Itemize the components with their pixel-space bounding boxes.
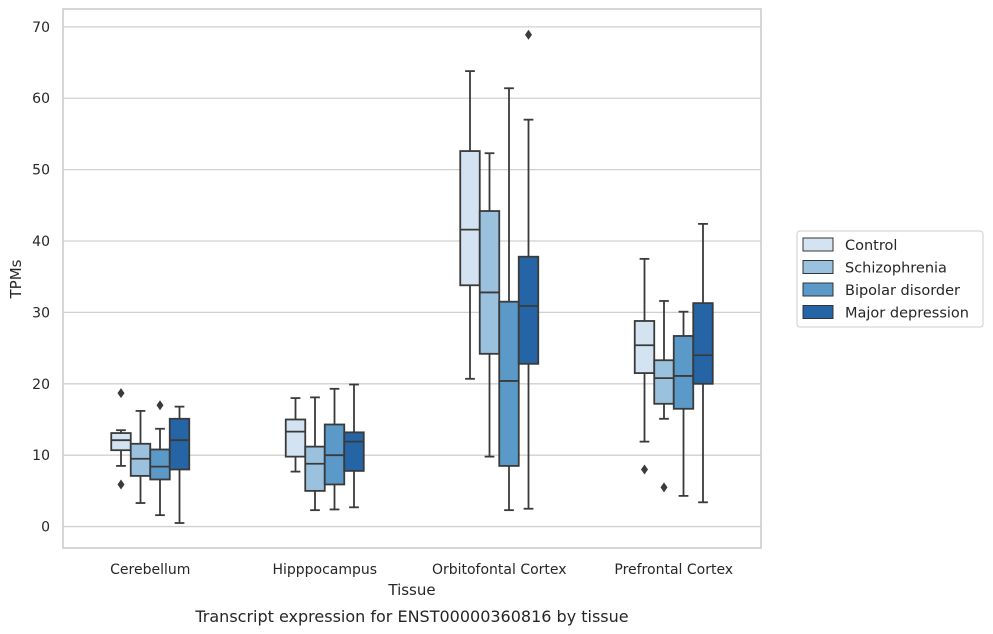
legend-label: Major depression (845, 306, 969, 322)
iqr-box (498, 300, 520, 467)
y-tick-label: 70 (32, 20, 50, 36)
iqr-box (459, 150, 481, 287)
legend: Control Schizophrenia Bipolar disorder Majo… (796, 230, 984, 328)
outlier-point (641, 464, 648, 475)
outlier-point (117, 388, 125, 399)
box-group (323, 387, 346, 511)
x-tick-label: Orbitofontal Cortex (432, 562, 567, 578)
legend-swatch (802, 237, 834, 252)
y-tick-label: 0 (41, 520, 50, 536)
iqr-box (478, 210, 501, 355)
y-tick-label: 40 (32, 234, 50, 250)
plot-frame (62, 8, 762, 549)
legend-swatch (802, 282, 834, 297)
y-tick-labels: 0 10 20 30 40 50 60 70 (32, 20, 50, 536)
outlier-point (525, 29, 532, 40)
box-group (110, 388, 132, 490)
box-group (517, 29, 540, 510)
box-group (168, 405, 191, 524)
iqr-box (692, 302, 714, 385)
iqr-box (653, 359, 675, 405)
boxes-layer (110, 29, 714, 524)
outlier-point (117, 479, 125, 490)
y-tick-label: 50 (32, 163, 50, 179)
iqr-box (633, 320, 656, 374)
box-group (149, 400, 171, 517)
box-group (284, 397, 307, 473)
legend-swatch (802, 260, 834, 274)
box-group (304, 396, 326, 512)
figure-caption: Transcript expression for ENST0000036081… (194, 607, 628, 626)
iqr-box (149, 448, 171, 481)
legend-swatch (802, 305, 834, 319)
iqr-box (304, 445, 326, 492)
y-tick-label: 10 (32, 448, 50, 464)
iqr-box (110, 432, 132, 452)
y-tick-label: 60 (32, 91, 50, 107)
box-group (692, 222, 714, 504)
box-group (343, 383, 365, 509)
legend-label: Schizophrenia (845, 261, 947, 277)
x-axis-title: Tissue (387, 581, 435, 599)
iqr-box (517, 255, 540, 365)
y-tick-label: 30 (32, 305, 50, 321)
x-tick-label: Prefrontal Cortex (614, 562, 733, 578)
y-axis-title: TPMs (7, 259, 25, 299)
x-tick-label: Hipppocampus (272, 562, 377, 578)
outlier-point (156, 400, 164, 411)
iqr-box (284, 418, 307, 458)
x-tick-label: Cerebellum (110, 562, 190, 578)
box-group (478, 152, 501, 458)
box-group (498, 87, 520, 512)
legend-label: Bipolar disorder (845, 283, 960, 299)
legend-frame (796, 230, 984, 328)
outlier-point (660, 482, 668, 493)
iqr-box (343, 431, 365, 472)
x-tick-labels: Cerebellum Hipppocampus Orbitofontal Corte… (110, 562, 733, 578)
iqr-box (168, 417, 191, 471)
legend-label: Control (845, 238, 897, 254)
y-tick-label: 20 (32, 377, 50, 393)
iqr-box (129, 442, 152, 477)
box-group (633, 257, 656, 475)
iqr-box (672, 335, 695, 410)
